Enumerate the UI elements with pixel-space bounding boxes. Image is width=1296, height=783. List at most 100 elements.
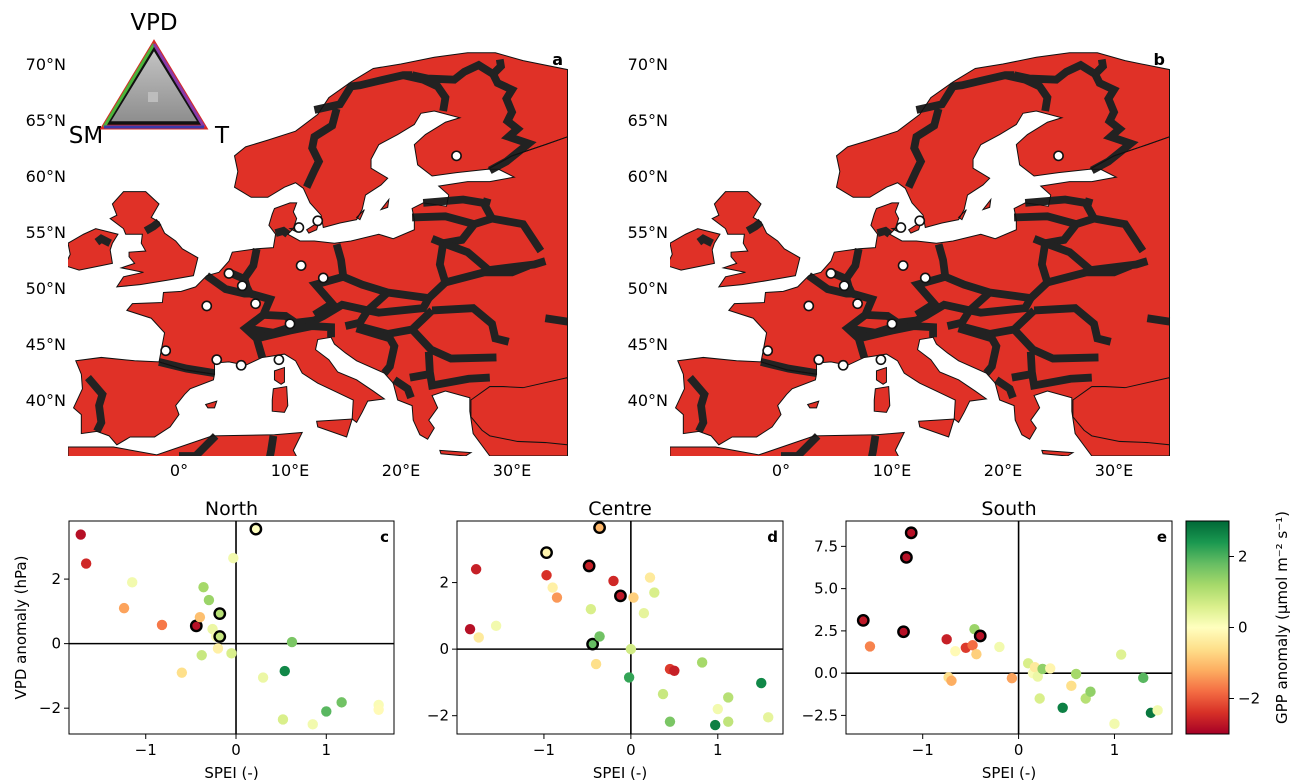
site-marker (895, 222, 907, 233)
lon-tick-label: 30°E (1095, 461, 1133, 480)
x-tick-label: −1 (912, 741, 934, 759)
site-marker (897, 260, 909, 271)
y-tick-label: 5.0 (814, 580, 838, 598)
lat-tick-label: 40°N (628, 391, 668, 410)
data-point (904, 526, 918, 540)
data-point (1115, 649, 1127, 660)
triangle-legend: VPD SM T (69, 10, 230, 149)
y-tick-label: −2 (427, 707, 449, 725)
triangle-center (148, 92, 158, 102)
data-point (490, 620, 502, 632)
data-point (586, 637, 600, 651)
lon-tick-label: 0° (170, 461, 188, 480)
site-marker (838, 280, 850, 292)
data-point (946, 675, 957, 686)
triangle-label-sm: SM (69, 123, 103, 149)
site-marker (803, 300, 815, 312)
data-point (709, 719, 721, 731)
plot-area (846, 521, 1172, 734)
data-point (864, 641, 876, 652)
data-point (644, 572, 656, 583)
data-point (1138, 672, 1149, 684)
site-marker (852, 298, 863, 310)
data-point (638, 607, 650, 619)
scatter-panel-c: −1 0 1 −2 0 2 North c SPEI (-) VPD anomaly (hPa) (12, 498, 395, 782)
site-marker (236, 280, 248, 292)
x-tick-label: 1 (713, 741, 723, 759)
triangle-label-vpd: VPD (130, 10, 177, 36)
site-marker (451, 150, 462, 162)
panel-title: Centre (588, 498, 652, 520)
lat-tick-label: 65°N (628, 111, 668, 130)
x-tick-label: 1 (1110, 741, 1120, 759)
lat-tick-label: 55°N (26, 223, 66, 242)
data-point (973, 629, 987, 643)
map-geo (670, 41, 1170, 456)
data-point (594, 631, 605, 642)
data-point (249, 522, 263, 536)
lat-tick-label: 40°N (26, 391, 66, 410)
site-marker (273, 354, 285, 366)
lon-tick-label: 20°E (382, 461, 420, 480)
data-point (608, 575, 619, 587)
data-point (625, 643, 637, 655)
x-tick-label: −1 (533, 741, 555, 759)
scatter-panel-e: −1 0 1 −2.5 0.0 2.5 5.0 7.5 South e SPEI (-) (802, 498, 1173, 782)
scatter-panel-d: −1 0 1 −2 0 2 Centre d SPEI (-) (427, 498, 784, 782)
colorbar-label: GPP anomaly (μmol m⁻² s⁻¹) (1273, 511, 1291, 724)
data-point (669, 665, 680, 676)
data-point (1070, 668, 1082, 680)
data-point (373, 704, 384, 715)
y-tick-label: 2 (439, 574, 449, 592)
data-point (696, 657, 708, 668)
data-point (464, 623, 476, 635)
site-marker (762, 345, 774, 357)
data-point (1109, 718, 1120, 730)
x-tick-label: −1 (135, 741, 157, 759)
data-point (723, 716, 734, 727)
site-marker (160, 345, 172, 357)
y-tick-label: 0.0 (814, 664, 838, 682)
plot-frame (68, 520, 395, 735)
data-point (967, 640, 978, 651)
colorbar-tick-label: 0 (1238, 619, 1248, 637)
data-point (994, 641, 1005, 653)
x-tick-label: 0 (231, 741, 241, 759)
data-point (156, 619, 168, 631)
data-point (628, 592, 639, 603)
map-panel-b: 70°N 65°N 60°N 55°N 50°N 45°N 40°N 0° 10°E 20°E 30… (628, 41, 1170, 480)
site-marker (284, 318, 296, 330)
data-point (126, 577, 138, 588)
data-point (585, 603, 597, 615)
data-point (226, 648, 237, 659)
lat-tick-label: 65°N (26, 111, 66, 130)
site-marker (293, 222, 305, 233)
data-point (950, 645, 961, 657)
data-point (1034, 693, 1045, 704)
data-point (723, 692, 734, 703)
y-tick-label: −2.5 (802, 706, 838, 724)
colorbar-ramp (1185, 520, 1230, 735)
y-tick-label: 0 (439, 640, 449, 658)
lat-tick-label: 45°N (26, 335, 66, 354)
lon-tick-label: 30°E (493, 461, 531, 480)
lon-tick-label: 10°E (271, 461, 309, 480)
data-point (336, 697, 347, 708)
lat-tick-label: 55°N (628, 223, 668, 242)
data-point (657, 688, 669, 700)
data-point (1057, 702, 1068, 713)
data-point (763, 712, 774, 723)
x-axis-label: SPEI (-) (593, 764, 647, 782)
site-marker (317, 272, 329, 284)
site-marker (235, 359, 247, 371)
data-point (1045, 663, 1056, 674)
lat-tick-label: 50°N (628, 279, 668, 298)
x-tick-label: 0 (1014, 741, 1024, 759)
lon-tick-label: 0° (772, 461, 790, 480)
data-point (1037, 663, 1048, 675)
site-marker (919, 272, 931, 284)
data-point (712, 703, 723, 715)
data-point (194, 611, 206, 623)
data-point (590, 658, 602, 670)
map-panel-a: 70°N 65°N 60°N 55°N 50°N 45°N 40°N 0° 10°E 20°E 30… (26, 41, 568, 480)
